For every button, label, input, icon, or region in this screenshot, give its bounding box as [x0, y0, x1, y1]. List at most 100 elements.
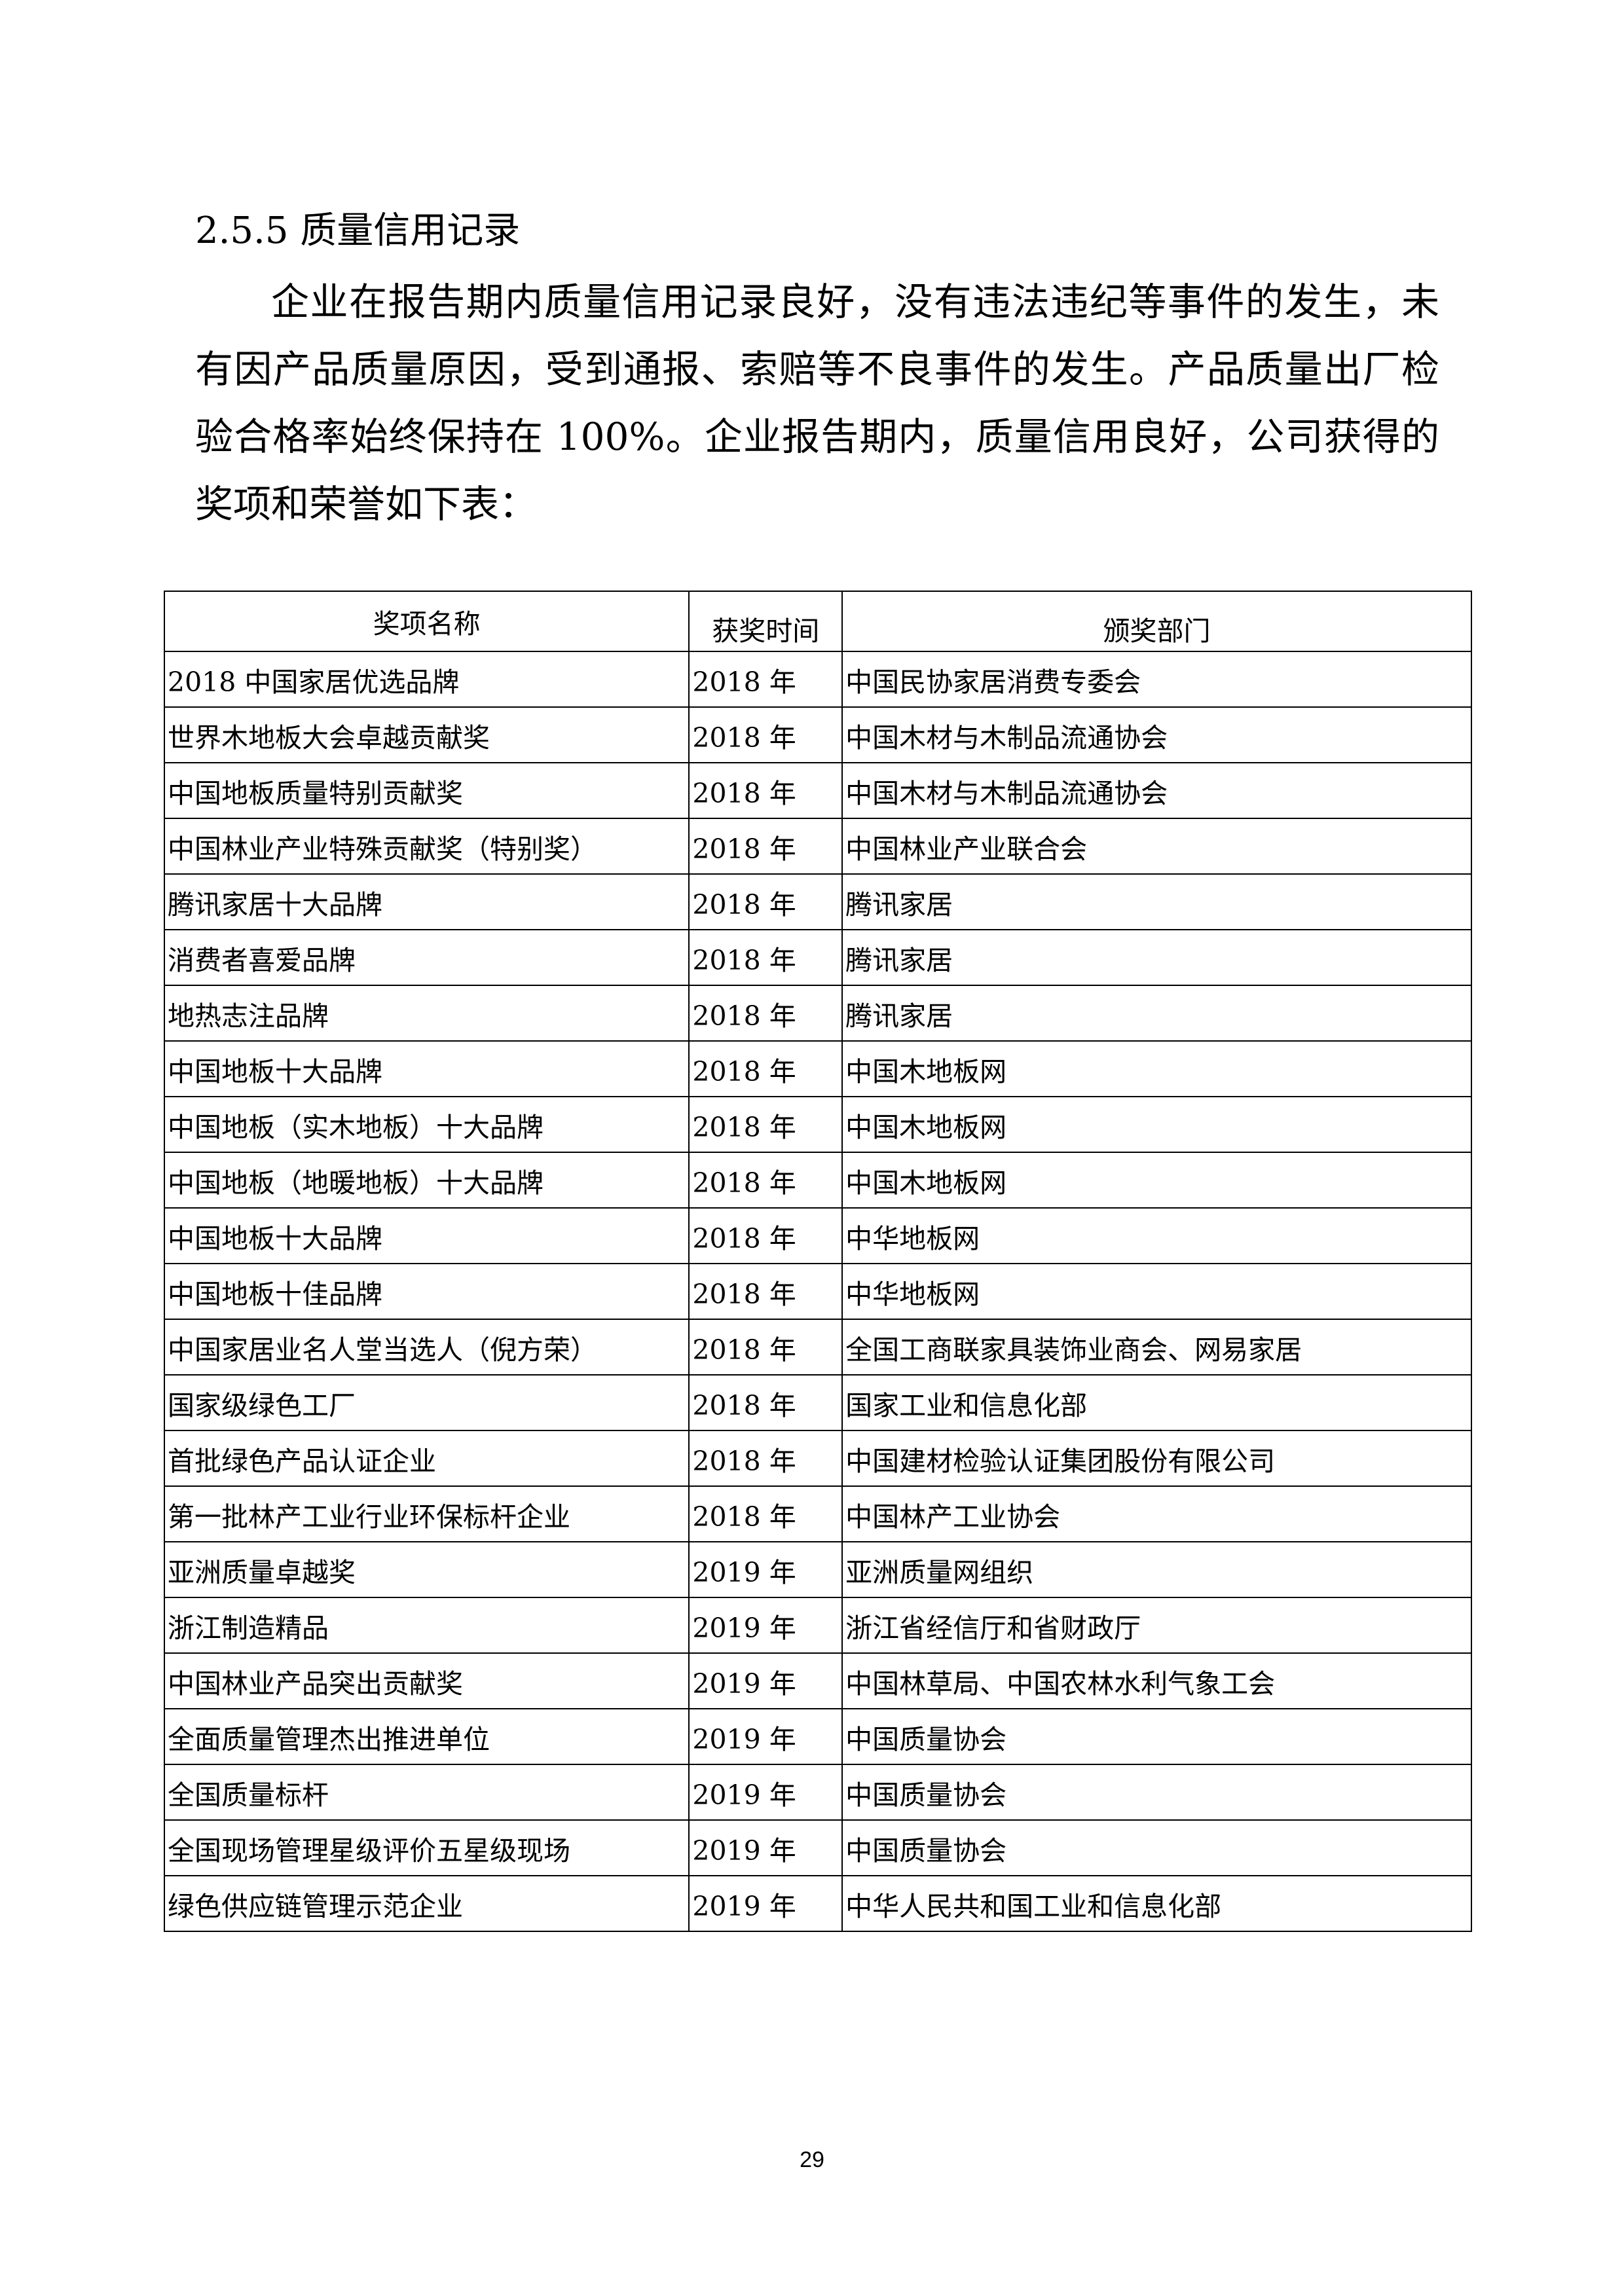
table-row: 中国林业产业特殊贡献奖（特别奖） 2018 年中国林业产业联合会 — [163, 818, 1472, 875]
award-year-cell: 2018 年 — [688, 1485, 843, 1542]
award-name-cell: 全国质量标杆 — [163, 1764, 690, 1821]
award-name-cell: 中国地板十大品牌 — [163, 1207, 690, 1264]
awarding-body-cell: 国家工业和信息化部 — [841, 1374, 1472, 1431]
table-row: 中国地板十大品牌 2018 年中国木地板网 — [163, 1040, 1472, 1097]
award-year-cell: 2018 年 — [688, 762, 843, 819]
awarding-body-cell: 中华地板网 — [841, 1207, 1472, 1264]
section-heading: 2.5.5 质量信用记录 — [195, 210, 521, 252]
table-row: 中国家居业名人堂当选人（倪方荣） 2018 年全国工商联家具装饰业商会、网易家居 — [163, 1319, 1472, 1376]
award-year-cell: 2018 年 — [688, 706, 843, 763]
table-row: 2018 中国家居优选品牌 2018 年中国民协家居消费专委会 — [163, 651, 1472, 708]
table-row: 首批绿色产品认证企业 2018 年中国建材检验认证集团股份有限公司 — [163, 1430, 1472, 1487]
paragraph-text: 企业在报告期内质量信用记录良好，没有违法违纪等事件的发生，未有因产品质量原因，受… — [195, 280, 1439, 526]
awarding-body-cell: 浙江省经信厅和省财政厅 — [841, 1597, 1472, 1654]
award-year-cell: 2019 年 — [688, 1597, 843, 1654]
table-row: 中国地板（实木地板）十大品牌 2018 年中国木地板网 — [163, 1096, 1472, 1153]
award-year-cell: 2018 年 — [688, 1207, 843, 1264]
awarding-body-cell: 中国林业产业联合会 — [841, 818, 1472, 875]
award-year-cell: 2018 年 — [688, 1374, 843, 1431]
award-year-cell: 2018 年 — [688, 1263, 843, 1320]
table-row: 绿色供应链管理示范企业 2019 年中华人民共和国工业和信息化部 — [163, 1875, 1472, 1932]
award-year-cell: 2018 年 — [688, 651, 843, 708]
award-name-cell: 全国现场管理星级评价五星级现场 — [163, 1819, 690, 1876]
awarding-body-cell: 中国质量协会 — [841, 1819, 1472, 1876]
table-row: 全国现场管理星级评价五星级现场 2019 年中国质量协会 — [163, 1819, 1472, 1876]
table-row: 全面质量管理杰出推进单位 2019 年中国质量协会 — [163, 1708, 1472, 1765]
award-name-cell: 中国地板（地暖地板）十大品牌 — [163, 1152, 690, 1209]
award-name-cell: 首批绿色产品认证企业 — [163, 1430, 690, 1487]
award-year-cell: 2018 年 — [688, 1319, 843, 1376]
awarding-body-cell: 中国木材与木制品流通协会 — [841, 762, 1472, 819]
awarding-body-cell: 中华地板网 — [841, 1263, 1472, 1320]
award-name-cell: 中国地板十佳品牌 — [163, 1263, 690, 1320]
header-awarding-body: 颁奖部门 — [841, 591, 1472, 652]
awarding-body-cell: 中华人民共和国工业和信息化部 — [841, 1875, 1472, 1932]
award-name-cell: 国家级绿色工厂 — [163, 1374, 690, 1431]
awarding-body-cell: 腾讯家居 — [841, 985, 1472, 1042]
award-name-cell: 中国林业产业特殊贡献奖（特别奖） — [163, 818, 690, 875]
award-name-cell: 中国家居业名人堂当选人（倪方荣） — [163, 1319, 690, 1376]
award-year-cell: 2019 年 — [688, 1764, 843, 1821]
award-year-cell: 2019 年 — [688, 1541, 843, 1598]
award-name-cell: 中国地板质量特别贡献奖 — [163, 762, 690, 819]
award-name-cell: 全面质量管理杰出推进单位 — [163, 1708, 690, 1765]
table-row: 消费者喜爱品牌 2018 年腾讯家居 — [163, 929, 1472, 986]
awarding-body-cell: 中国木材与木制品流通协会 — [841, 706, 1472, 763]
table-row: 第一批林产工业行业环保标杆企业 2018 年中国林产工业协会 — [163, 1485, 1472, 1542]
award-year-cell: 2019 年 — [688, 1819, 843, 1876]
award-name-cell: 2018 中国家居优选品牌 — [163, 651, 690, 708]
awarding-body-cell: 全国工商联家具装饰业商会、网易家居 — [841, 1319, 1472, 1376]
table-row: 世界木地板大会卓越贡献奖 2018 年中国木材与木制品流通协会 — [163, 706, 1472, 763]
page-number: 29 — [800, 2147, 824, 2172]
award-name-cell: 地热志注品牌 — [163, 985, 690, 1042]
table-row: 腾讯家居十大品牌 2018 年腾讯家居 — [163, 873, 1472, 930]
award-name-cell: 中国林业产品突出贡献奖 — [163, 1652, 690, 1709]
award-name-cell: 消费者喜爱品牌 — [163, 929, 690, 986]
body-paragraph: 企业在报告期内质量信用记录良好，没有违法违纪等事件的发生，未有因产品质量原因，受… — [195, 268, 1439, 538]
table-row: 中国地板十佳品牌 2018 年中华地板网 — [163, 1263, 1472, 1320]
awarding-body-cell: 亚洲质量网组织 — [841, 1541, 1472, 1598]
table-row: 中国地板十大品牌 2018 年中华地板网 — [163, 1207, 1472, 1264]
award-name-cell: 中国地板（实木地板）十大品牌 — [163, 1096, 690, 1153]
award-year-cell: 2018 年 — [688, 985, 843, 1042]
award-name-cell: 中国地板十大品牌 — [163, 1040, 690, 1097]
award-year-cell: 2018 年 — [688, 1152, 843, 1209]
table-row: 中国林业产品突出贡献奖 2019 年中国林草局、中国农林水利气象工会 — [163, 1652, 1472, 1709]
header-award-name: 奖项名称 — [163, 591, 690, 652]
award-year-cell: 2018 年 — [688, 1040, 843, 1097]
header-award-year: 获奖时间 — [688, 591, 843, 652]
award-year-cell: 2018 年 — [688, 1096, 843, 1153]
awarding-body-cell: 中国质量协会 — [841, 1764, 1472, 1821]
award-name-cell: 世界木地板大会卓越贡献奖 — [163, 706, 690, 763]
table-row: 国家级绿色工厂 2018 年国家工业和信息化部 — [163, 1374, 1472, 1431]
awarding-body-cell: 中国林草局、中国农林水利气象工会 — [841, 1652, 1472, 1709]
award-name-cell: 腾讯家居十大品牌 — [163, 873, 690, 930]
award-year-cell: 2019 年 — [688, 1708, 843, 1765]
awarding-body-cell: 中国林产工业协会 — [841, 1485, 1472, 1542]
table-row: 中国地板质量特别贡献奖 2018 年中国木材与木制品流通协会 — [163, 762, 1472, 819]
awards-table: 奖项名称 获奖时间 颁奖部门 2018 中国家居优选品牌 2018 年中国民协家居… — [163, 591, 1472, 1932]
award-year-cell: 2018 年 — [688, 1430, 843, 1487]
awarding-body-cell: 中国木地板网 — [841, 1040, 1472, 1097]
awarding-body-cell: 中国民协家居消费专委会 — [841, 651, 1472, 708]
awarding-body-cell: 中国木地板网 — [841, 1096, 1472, 1153]
award-year-cell: 2019 年 — [688, 1875, 843, 1932]
award-name-cell: 亚洲质量卓越奖 — [163, 1541, 690, 1598]
table-row: 浙江制造精品 2019 年浙江省经信厅和省财政厅 — [163, 1597, 1472, 1654]
award-year-cell: 2018 年 — [688, 818, 843, 875]
awarding-body-cell: 中国质量协会 — [841, 1708, 1472, 1765]
award-year-cell: 2018 年 — [688, 873, 843, 930]
table-row: 中国地板（地暖地板）十大品牌 2018 年中国木地板网 — [163, 1152, 1472, 1209]
award-name-cell: 浙江制造精品 — [163, 1597, 690, 1654]
awarding-body-cell: 腾讯家居 — [841, 873, 1472, 930]
table-header-row: 奖项名称 获奖时间 颁奖部门 — [163, 591, 1472, 652]
table-row: 全国质量标杆 2019 年中国质量协会 — [163, 1764, 1472, 1821]
award-name-cell: 第一批林产工业行业环保标杆企业 — [163, 1485, 690, 1542]
table-row: 亚洲质量卓越奖 2019 年亚洲质量网组织 — [163, 1541, 1472, 1598]
awarding-body-cell: 中国木地板网 — [841, 1152, 1472, 1209]
award-name-cell: 绿色供应链管理示范企业 — [163, 1875, 690, 1932]
awarding-body-cell: 中国建材检验认证集团股份有限公司 — [841, 1430, 1472, 1487]
awarding-body-cell: 腾讯家居 — [841, 929, 1472, 986]
table-row: 地热志注品牌 2018 年腾讯家居 — [163, 985, 1472, 1042]
award-year-cell: 2018 年 — [688, 929, 843, 986]
